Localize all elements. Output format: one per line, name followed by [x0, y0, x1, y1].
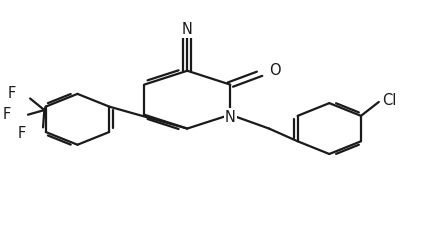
Text: O: O	[269, 62, 280, 77]
Text: F: F	[17, 126, 26, 141]
Text: N: N	[225, 110, 236, 124]
Text: N: N	[182, 22, 193, 37]
Text: F: F	[8, 86, 16, 101]
Text: Cl: Cl	[382, 93, 397, 108]
Text: F: F	[2, 107, 10, 122]
